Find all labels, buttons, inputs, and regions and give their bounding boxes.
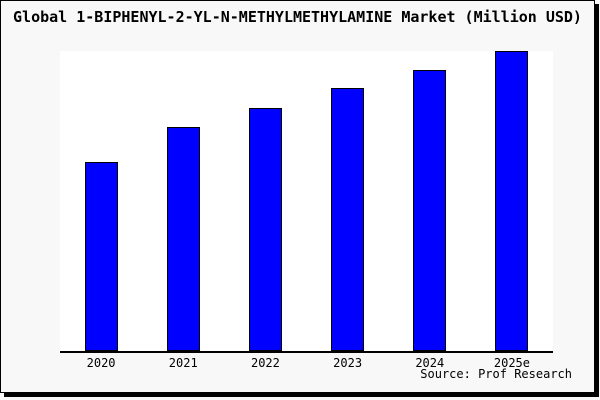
bar-slot: [224, 51, 306, 351]
tick-label: 2024: [415, 356, 445, 370]
source-credit: Source: Prof Research: [420, 367, 572, 381]
tick-label: 2021: [168, 356, 198, 370]
tick-label: 2022: [250, 356, 280, 370]
plot-area: [60, 51, 553, 353]
chart-title: Global 1-BIPHENYL-2-YL-N-METHYLMETHYLAMI…: [13, 8, 582, 26]
tick-label: 2023: [333, 356, 363, 370]
bar-slot: [142, 51, 224, 351]
x-axis-tick-labels: 2020 2021 2022 2023 2024 2025e: [60, 356, 553, 370]
bar: [248, 108, 282, 351]
bars-row: [60, 51, 553, 351]
bar-slot: [389, 51, 471, 351]
bar: [413, 70, 447, 351]
bar: [495, 51, 529, 351]
bar: [331, 88, 365, 351]
bar-slot: [471, 51, 553, 351]
bar: [166, 127, 200, 351]
bar-slot: [60, 51, 142, 351]
chart-frame: Global 1-BIPHENYL-2-YL-N-METHYLMETHYLAMI…: [0, 0, 595, 393]
tick-label: 2020: [86, 356, 116, 370]
bar: [84, 162, 118, 351]
bar-slot: [307, 51, 389, 351]
tick-label: 2025e: [493, 356, 530, 370]
